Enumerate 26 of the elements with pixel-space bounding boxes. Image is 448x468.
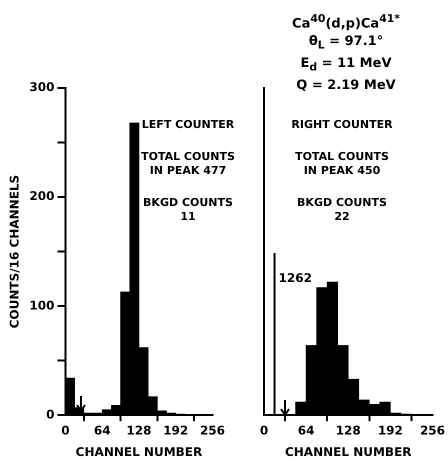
x-tick-label: 0 xyxy=(61,424,70,438)
y-tick-label: 200 xyxy=(29,189,54,204)
annotation: BKGD COUNTS 11 xyxy=(142,196,234,224)
x-tick-label: 64 xyxy=(298,424,314,438)
annotation: LEFT COUNTER xyxy=(140,118,236,132)
x-tick-label: 0 xyxy=(260,424,268,438)
annotation: RIGHT COUNTER xyxy=(290,118,394,132)
y-tick-label: 100 xyxy=(29,298,54,312)
x-tick-label: 128 xyxy=(336,424,361,438)
x-tick-label: 192 xyxy=(163,424,188,438)
x-tick-label: 192 xyxy=(378,424,403,438)
x-tick-label: 64 xyxy=(94,424,111,438)
y-tick-label: 300 xyxy=(29,80,54,94)
annotation: BKGD COUNTS 22 xyxy=(296,196,388,224)
annotation: TOTAL COUNTS IN PEAK 450 xyxy=(294,150,390,178)
chart-title: Ca$^{40}$(d,p)Ca$^{41*}$ xyxy=(291,11,401,34)
x-axis-title: CHANNEL NUMBER xyxy=(76,444,202,459)
x-tick-label: 128 xyxy=(126,424,152,438)
x-axis-title: CHANNEL NUMBER xyxy=(284,444,412,459)
annotation: TOTAL COUNTS IN PEAK 477 xyxy=(140,150,236,178)
x-tick-label: 256 xyxy=(420,424,446,438)
annotation: 1262 xyxy=(278,270,312,285)
y-tick-label: 0 xyxy=(46,407,54,422)
y-axis-title: COUNTS/16 CHANNELS xyxy=(7,174,22,328)
text: θ$_{L}$ = 97.1° E$_{d}$ = 11 MeV Q = 2.19 MeV xyxy=(296,34,396,93)
x-tick-label: 256 xyxy=(200,424,226,438)
